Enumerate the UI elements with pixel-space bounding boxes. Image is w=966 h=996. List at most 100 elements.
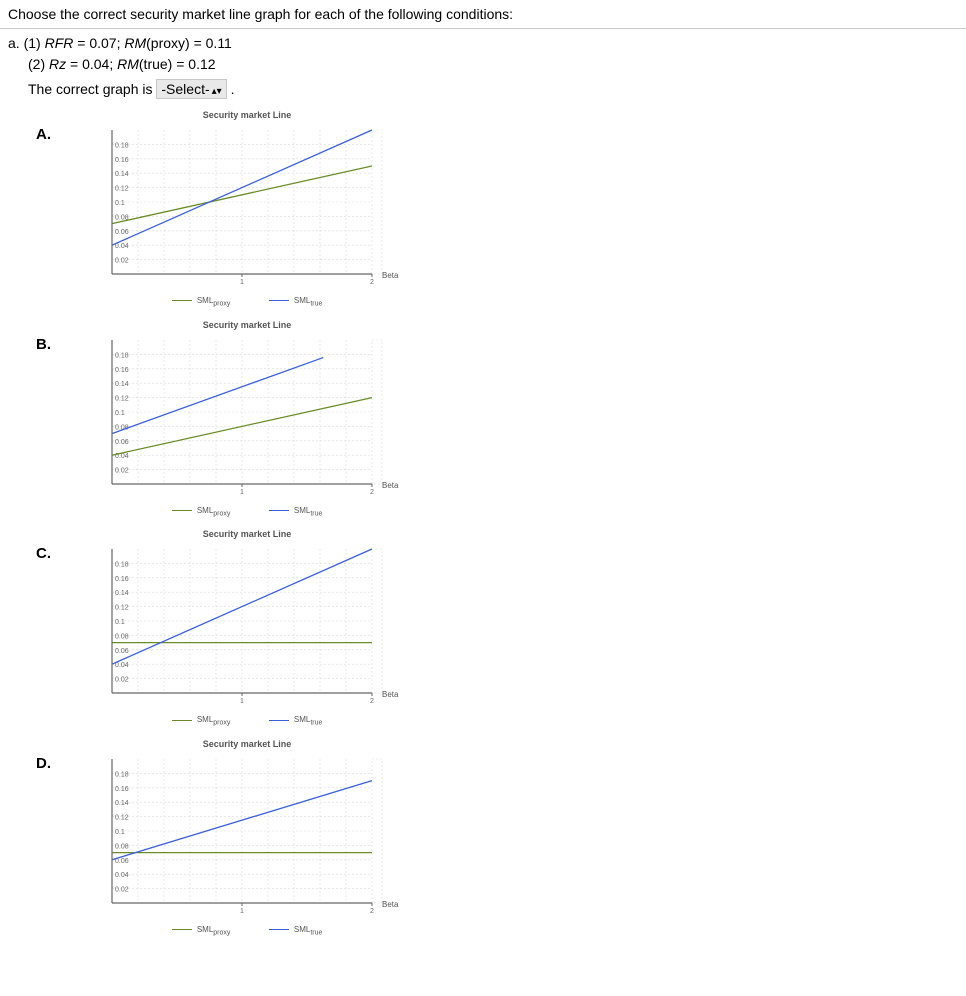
swatch-proxy [172,510,192,511]
svg-text:2: 2 [370,698,374,705]
svg-text:0.14: 0.14 [115,171,129,178]
svg-text:0.02: 0.02 [115,677,129,684]
chart-title: Security market Line [82,110,412,120]
option-label: D. [36,739,82,772]
line1-prefix: (1) [24,35,45,51]
svg-text:0.08: 0.08 [115,634,129,641]
swatch-true [269,929,289,930]
chart-title: Security market Line [82,529,412,539]
rz-eq: = 0.04; [66,56,117,72]
svg-text:0.1: 0.1 [115,829,125,836]
svg-text:0.02: 0.02 [115,467,129,474]
svg-text:1: 1 [240,908,244,915]
rfr-eq: = 0.07; [73,35,124,51]
chart-block: Security market Line 0.020.040.060.080.1… [82,110,412,314]
legend-proxy: SMLproxy [172,506,231,518]
svg-text:1: 1 [240,279,244,286]
svg-text:0.08: 0.08 [115,843,129,850]
svg-text:0.06: 0.06 [115,648,129,655]
graph-option: A. Security market Line 0.020.040.060.08… [36,110,966,314]
svg-text:0.16: 0.16 [115,576,129,583]
svg-text:0.06: 0.06 [115,438,129,445]
legend-proxy: SMLproxy [172,925,231,937]
option-label: A. [36,110,82,143]
svg-text:1: 1 [240,489,244,496]
svg-text:0.1: 0.1 [115,200,125,207]
svg-text:2: 2 [370,908,374,915]
svg-text:0.14: 0.14 [115,381,129,388]
svg-text:0.04: 0.04 [115,662,129,669]
svg-text:0.02: 0.02 [115,258,129,265]
line-a: a. (1) RFR = 0.07; RM(proxy) = 0.11 [8,33,958,54]
rm-true-var: RM [117,56,139,72]
problem-body: a. (1) RFR = 0.07; RM(proxy) = 0.11 (2) … [0,29,966,110]
select-value: -Select- [161,81,211,97]
svg-text:0.18: 0.18 [115,562,129,569]
chart-legend: SMLproxy SMLtrue [82,921,412,943]
svg-text:0.16: 0.16 [115,366,129,373]
svg-text:0.12: 0.12 [115,814,129,821]
svg-text:Beta: Beta [382,690,399,699]
svg-text:2: 2 [370,489,374,496]
legend-true: SMLtrue [269,296,323,308]
chart-legend: SMLproxy SMLtrue [82,292,412,314]
chart-block: Security market Line 0.020.040.060.080.1… [82,739,412,943]
rfr-var: RFR [45,35,74,51]
svg-text:0.1: 0.1 [115,410,125,417]
svg-text:0.04: 0.04 [115,872,129,879]
sml-chart: 0.020.040.060.080.10.120.140.160.18 12Be… [82,332,422,502]
swatch-true [269,510,289,511]
rm-proxy-suffix: (proxy) = 0.11 [146,35,232,51]
svg-text:0.16: 0.16 [115,786,129,793]
chart-legend: SMLproxy SMLtrue [82,502,412,524]
graph-list: A. Security market Line 0.02 0.04 0.06 0.08… [0,110,966,942]
svg-text:0.14: 0.14 [115,800,129,807]
rz-var: Rz [49,56,66,72]
svg-text:1: 1 [240,698,244,705]
graph-option: C. Security market Line 0.02 0.04 0.06 0.08… [36,529,966,733]
svg-text:2: 2 [370,279,374,286]
answer-line: The correct graph is -Select-▴▾ . [8,79,958,100]
part-label: a. [8,35,20,51]
svg-text:0.12: 0.12 [115,395,129,402]
rm-proxy-var: RM [124,35,146,51]
swatch-true [269,300,289,301]
svg-text:0.18: 0.18 [115,771,129,778]
chevron-updown-icon: ▴▾ [212,86,222,97]
chart-title: Security market Line [82,739,412,749]
swatch-proxy [172,300,192,301]
svg-text:0.16: 0.16 [115,157,129,164]
svg-text:0.14: 0.14 [115,590,129,597]
swatch-proxy [172,720,192,721]
answer-suffix: . [231,81,235,97]
line-a2: (2) Rz = 0.04; RM(true) = 0.12 [28,54,958,75]
svg-text:0.06: 0.06 [115,229,129,236]
svg-text:0.18: 0.18 [115,142,129,149]
svg-text:0.12: 0.12 [115,605,129,612]
option-label: B. [36,320,82,353]
line2-prefix: (2) [28,56,49,72]
question-intro: Choose the correct security market line … [0,0,966,29]
graph-option: D. Security market Line 0.020.040.060.08… [36,739,966,943]
answer-prefix: The correct graph is [28,81,156,97]
chart-block: Security market Line 0.02 0.04 0.06 0.08 0.1… [82,529,412,733]
chart-block: Security market Line 0.020.040.060.080.1… [82,320,412,524]
intro-text: Choose the correct security market line … [8,6,513,22]
legend-true: SMLtrue [269,715,323,727]
graph-select[interactable]: -Select-▴▾ [156,79,226,99]
rm-true-suffix: (true) = 0.12 [139,56,216,72]
legend-proxy: SMLproxy [172,296,231,308]
sml-chart: 0.020.040.060.080.10.120.140.160.18 12Be… [82,122,422,292]
chart-title: Security market Line [82,320,412,330]
option-label: C. [36,529,82,562]
svg-text:0.12: 0.12 [115,186,129,193]
svg-text:Beta: Beta [382,271,399,280]
chart-legend: SMLproxy SMLtrue [82,711,412,733]
legend-true: SMLtrue [269,925,323,937]
swatch-proxy [172,929,192,930]
sml-chart: 0.020.040.060.080.10.120.140.160.18 12Be… [82,541,422,711]
legend-proxy: SMLproxy [172,715,231,727]
svg-text:Beta: Beta [382,481,399,490]
sml-chart: 0.020.040.060.080.10.120.140.160.18 12Be… [82,751,422,921]
svg-text:Beta: Beta [382,900,399,909]
